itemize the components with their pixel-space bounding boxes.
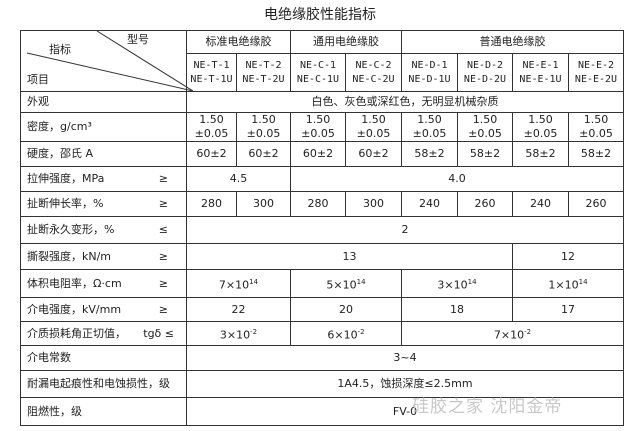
cell: 2	[186, 216, 624, 244]
corner-model: 型号	[127, 33, 149, 46]
cell: 12	[512, 243, 624, 270]
watermark: 硅胶之家 沈阳金帝	[412, 397, 563, 417]
cell: 13	[186, 243, 513, 270]
operator: ≥	[158, 302, 168, 316]
cell: 300	[345, 191, 402, 217]
row-label: 体积电阻率，Ω·cm ≥	[20, 269, 187, 298]
row-label: 密度，g/cm³	[20, 112, 187, 142]
row-label: 撕裂强度，kN/m ≥	[20, 243, 187, 270]
cell: 60±2	[186, 141, 237, 167]
row-label: 介电常数	[20, 345, 187, 371]
cell: 3×1014	[401, 269, 513, 298]
operator: ≤	[158, 223, 168, 236]
label-text: 扯断伸长率，%	[27, 197, 104, 210]
label-text: 扯断永久变形，%	[27, 223, 115, 236]
cell: 60±2	[290, 141, 346, 167]
corner-indicator: 指标	[49, 43, 71, 56]
cell: 1.50 ±0.05	[236, 112, 291, 142]
model-header: NE-C-2 NE-C-2U	[345, 53, 402, 92]
row-label: 介质损耗角正切值， tgδ ≤	[20, 321, 187, 346]
row-label: 耐漏电起痕性和电蚀损性，级	[20, 370, 187, 398]
cell: 18	[401, 297, 513, 322]
model-header: NE-C-1 NE-C-1U	[290, 53, 346, 92]
cell: 1.50 ±0.05	[512, 112, 569, 142]
cell: 1.50 ±0.05	[401, 112, 458, 142]
row-label: 外观	[20, 91, 187, 113]
cell: 1.50 ±0.05	[457, 112, 513, 142]
operator: tgδ ≤	[143, 326, 174, 340]
operator: ≥	[158, 249, 168, 263]
group-header: 通用电绝缘胶	[290, 29, 402, 55]
cell: 240	[512, 191, 569, 217]
row-label: 拉伸强度，MPa ≥	[20, 166, 187, 192]
row-label: 硬度，邵氏 A	[20, 141, 187, 167]
corner-header: 型号 指标 项目	[20, 30, 193, 92]
cell: 7×10-2	[401, 321, 624, 346]
cell: 白色、灰色或深红色，无明显机械杂质	[186, 91, 624, 113]
cell: 60±2	[236, 141, 291, 167]
page-title: 电绝缘胶性能指标	[264, 7, 376, 23]
cell: 260	[568, 191, 624, 217]
label-text: 撕裂强度，kN/m	[27, 249, 112, 263]
cell: 58±2	[568, 141, 624, 167]
label-text: 介电强度，kV/mm	[27, 302, 122, 316]
cell: 1.50 ±0.05	[290, 112, 346, 142]
cell: 1.50 ±0.05	[345, 112, 402, 142]
cell: 58±2	[457, 141, 513, 167]
model-header: NE-E-2 NE-E-2U	[568, 53, 624, 92]
cell: 1A4.5，蚀损深度≤2.5mm	[186, 370, 624, 398]
model-header: NE-D-1 NE-D-1U	[401, 53, 458, 92]
label-text: 体积电阻率，Ω·cm	[27, 276, 122, 290]
cell: 1.50 ±0.05	[568, 112, 624, 142]
group-header: 普通电绝缘胶	[401, 29, 624, 55]
cell: 1.50 ±0.05	[186, 112, 237, 142]
corner-item: 项目	[27, 73, 49, 86]
cell: 260	[457, 191, 513, 217]
cell: 300	[236, 191, 291, 217]
properties-table: 型号 指标 项目 标准电绝缘胶 通用电绝缘胶 普通电绝缘胶 NE-T-1 NE-T…	[20, 29, 624, 426]
cell: 1×1014	[512, 269, 624, 298]
cell: 280	[290, 191, 346, 217]
cell: FV-0	[186, 397, 624, 426]
cell: 3~4	[186, 345, 624, 371]
label-text: 拉伸强度，MPa	[27, 172, 105, 185]
cell: 58±2	[512, 141, 569, 167]
operator: ≥	[158, 276, 168, 290]
cell: 60±2	[345, 141, 402, 167]
cell: 4.5	[186, 166, 291, 192]
operator: ≥	[158, 197, 168, 210]
model-header: NE-T-2 NE-T-2U	[236, 53, 291, 92]
cell: 5×1014	[290, 269, 402, 298]
row-label: 阻燃性，级	[20, 397, 187, 426]
cell: 6×10-2	[290, 321, 402, 346]
group-header: 标准电绝缘胶	[186, 29, 291, 55]
cell: 58±2	[401, 141, 458, 167]
cell: 3×10-2	[186, 321, 291, 346]
cell: 20	[290, 297, 402, 322]
row-label: 扯断伸长率，% ≥	[20, 191, 187, 217]
cell: 4.0	[290, 166, 624, 192]
cell: 240	[401, 191, 458, 217]
row-label: 介电强度，kV/mm ≥	[20, 297, 187, 322]
cell: 7×1014	[186, 269, 291, 298]
operator: ≥	[158, 172, 168, 185]
label-text: 介质损耗角正切值，	[27, 326, 126, 340]
cell: 17	[512, 297, 624, 322]
row-label: 扯断永久变形，% ≤	[20, 216, 187, 244]
model-header: NE-D-2 NE-D-2U	[457, 53, 513, 92]
cell: 22	[186, 297, 291, 322]
model-header: NE-T-1 NE-T-1U	[186, 53, 237, 92]
model-header: NE-E-1 NE-E-1U	[512, 53, 569, 92]
cell: 280	[186, 191, 237, 217]
